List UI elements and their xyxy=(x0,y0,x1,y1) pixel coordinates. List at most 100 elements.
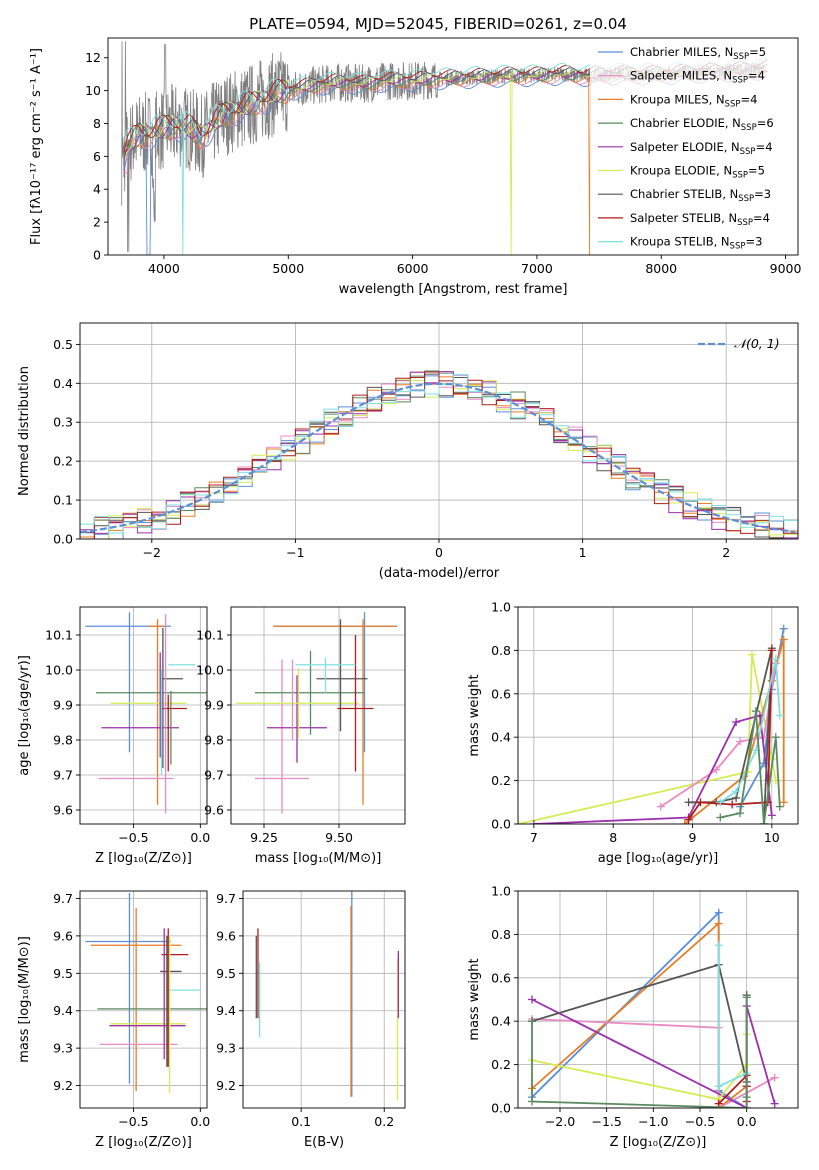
plus-marker xyxy=(656,802,665,811)
plus-marker xyxy=(770,1099,779,1108)
plus-marker xyxy=(767,811,776,820)
axes-frame: 7 8 9 10 0.0 0.2 0.4 0.6 0.8 1.0 age [log₁₀(age/yr… xyxy=(467,600,799,866)
x-tick-label: 9000 xyxy=(770,261,802,276)
axes-border xyxy=(79,890,208,1109)
plus-marker xyxy=(714,941,723,950)
y-tick-label: 9.7 xyxy=(204,768,224,783)
y-tick-label: 9.2 xyxy=(53,1078,73,1093)
plus-marker xyxy=(736,809,745,818)
legend-label: Chabrier ELODIE, NSSP=6 xyxy=(630,116,774,133)
x-axis-label: wavelength [Angstrom, rest frame] xyxy=(339,282,568,297)
axes-frame: 4000 5000 6000 7000 8000 9000 0 2 4 6 8 10 12 wavelen… xyxy=(29,37,802,297)
y-tick-label: 10 xyxy=(85,83,101,98)
y-tick-label: 0.2 xyxy=(491,773,511,788)
plot-content xyxy=(518,624,788,824)
y-tick-label: 0.0 xyxy=(491,1101,511,1116)
plot-area xyxy=(243,891,405,1108)
legend-label-base: Salpeter MILES, N xyxy=(630,69,732,83)
legend-label-sub: SSP xyxy=(737,218,753,228)
plus-marker xyxy=(767,646,776,655)
plus-marker xyxy=(528,1017,536,1026)
x-tick-label: 0.1 xyxy=(291,1114,311,1129)
y-tick-label: 9.7 xyxy=(53,768,73,783)
axes-frame: −0.5 0.0 9.2 9.3 9.4 9.5 9.6 9.7 Z [log₁₀(Z/Z⊙)]… xyxy=(17,890,210,1150)
legend: 𝒩(0, 1) xyxy=(698,336,780,351)
x-tick-label: 7000 xyxy=(521,261,553,276)
plus-marker xyxy=(742,993,751,1002)
age-vs-mass-panel: 9.25 9.50 9.6 9.7 9.8 9.9 10.0 10.1 mass [log₁₀(… xyxy=(196,606,406,866)
plus-marker xyxy=(696,798,705,807)
x-tick-label: −1.5 xyxy=(591,1114,621,1129)
legend-label-tail: =5 xyxy=(748,164,765,178)
y-axis-label: mass [log₁₀(M/M⊙)] xyxy=(17,936,32,1063)
x-tick-label: −0.5 xyxy=(118,1114,148,1129)
plus-marker xyxy=(529,820,538,824)
y-tick-label: 9.7 xyxy=(216,891,236,906)
x-tick-label: −2.0 xyxy=(545,1114,575,1129)
x-tick-label: 9.25 xyxy=(250,830,278,845)
y-tick-label: 0.4 xyxy=(491,730,511,745)
y-tick-label: 9.9 xyxy=(204,698,224,713)
y-tick-label: 0.2 xyxy=(53,454,73,469)
legend-label-sub: SSP xyxy=(725,99,741,109)
y-axis-label: mass weight xyxy=(467,674,482,756)
legend-label-base: Salpeter ELODIE, N xyxy=(630,140,740,154)
x-tick-label: 4000 xyxy=(148,261,180,276)
y-tick-label: 12 xyxy=(85,50,101,65)
y-tick-label: 9.3 xyxy=(216,1041,236,1056)
y-tick-label: 0.0 xyxy=(53,532,73,547)
y-tick-label: 9.5 xyxy=(216,966,236,981)
y-tick-label: 2 xyxy=(93,215,101,230)
plot-content xyxy=(85,892,207,1094)
y-tick-label: 9.6 xyxy=(53,928,73,943)
plus-marker xyxy=(716,813,725,822)
plus-marker xyxy=(759,733,768,742)
plus-marker xyxy=(528,1097,536,1106)
plus-marker xyxy=(528,995,536,1004)
plus-marker xyxy=(732,787,741,796)
y-tick-label: 9.6 xyxy=(53,803,73,818)
y-axis-label: Normed distribution xyxy=(17,366,32,496)
mass-vs-metallicity-panel: −0.5 0.0 9.2 9.3 9.4 9.5 9.6 9.7 Z [log₁₀(Z/Z⊙)]… xyxy=(17,890,210,1150)
x-axis-label: Z [log₁₀(Z/Z⊙)] xyxy=(95,1135,192,1150)
y-tick-label: 1.0 xyxy=(491,884,511,899)
y-tick-label: 9.9 xyxy=(53,698,73,713)
plus-marker xyxy=(680,820,689,824)
axes-border xyxy=(242,890,406,1109)
mass-vs-ebv-panel: 0.1 0.2 9.2 9.3 9.4 9.5 9.6 9.7 E(B-V) xyxy=(216,890,406,1150)
y-tick-label: 0.2 xyxy=(491,1057,511,1072)
axes-border xyxy=(107,37,799,256)
axes-frame: −2.0 −1.5 −1.0 −0.5 0.0 0.0 0.2 0.4 0.6 0.8 1.0 Z [… xyxy=(467,884,799,1150)
x-tick-label: 8000 xyxy=(645,261,677,276)
mass-weight-vs-metallicity-panel: −2.0 −1.5 −1.0 −0.5 0.0 0.0 0.2 0.4 0.6 0.8 1.0 Z [… xyxy=(467,884,799,1150)
plus-marker xyxy=(736,737,745,746)
y-tick-label: 10.1 xyxy=(45,628,73,643)
plus-marker xyxy=(759,820,768,824)
plus-marker xyxy=(742,1104,751,1108)
legend-label: Chabrier STELIB, NSSP=3 xyxy=(630,187,771,204)
y-tick-label: 0.0 xyxy=(491,817,511,832)
plot-content xyxy=(528,908,779,1108)
x-axis-label: age [log₁₀(age/yr)] xyxy=(598,851,719,866)
plus-marker xyxy=(728,800,737,809)
x-tick-label: 0.0 xyxy=(190,1114,210,1129)
legend-label-tail: =5 xyxy=(749,45,766,59)
x-tick-label: −0.5 xyxy=(685,1114,715,1129)
x-tick-label: 1 xyxy=(579,545,587,560)
y-tick-label: 0.1 xyxy=(53,493,73,508)
plus-marker xyxy=(684,798,693,807)
x-tick-label: 8 xyxy=(609,830,617,845)
axes-frame: −2 −1 0 1 2 0.0 0.1 0.2 0.3 0.4 0.5 (data-model)/er… xyxy=(17,322,799,581)
y-tick-label: 0.8 xyxy=(491,643,511,658)
mass-weight-line xyxy=(720,711,781,824)
mass-weight-vs-age-panel: 7 8 9 10 0.0 0.2 0.4 0.6 0.8 1.0 age [log₁₀(age/yr… xyxy=(467,600,799,866)
y-tick-label: 9.5 xyxy=(53,966,73,981)
y-axis-label: Flux [fλ10⁻¹⁷ erg cm⁻² s⁻¹ A⁻¹] xyxy=(29,48,44,245)
x-tick-label: 10 xyxy=(764,830,780,845)
legend-label-tail: =3 xyxy=(745,235,762,249)
y-tick-label: 9.6 xyxy=(204,803,224,818)
x-tick-label: −0.5 xyxy=(118,830,148,845)
legend-label-base: Chabrier ELODIE, N xyxy=(630,116,741,130)
